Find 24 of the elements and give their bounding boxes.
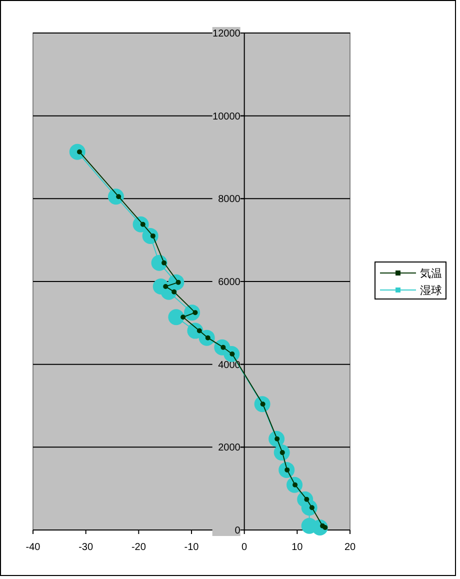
y-tick-label: 0: [234, 526, 241, 536]
point: [180, 314, 186, 320]
x-tick-label: -10: [184, 542, 200, 553]
x-tick-label: 0: [242, 542, 248, 553]
x-tick-label: 20: [344, 542, 356, 553]
y-tick-label: 10000: [212, 111, 241, 122]
point: [322, 525, 328, 530]
y-tick-label: 2000: [218, 442, 241, 454]
point: [172, 289, 177, 294]
point: [168, 309, 184, 326]
y-tick-label: 8000: [218, 194, 241, 206]
point: [162, 260, 167, 266]
x-tick-label: 10: [292, 542, 304, 553]
point: [192, 310, 198, 316]
x-tick-label: -40: [26, 542, 41, 553]
legend-label: 湿球: [420, 284, 442, 297]
x-tick-label: -30: [78, 542, 94, 553]
point: [196, 328, 202, 334]
y-tick-label: 12000: [212, 28, 241, 40]
y-tick-label: 6000: [218, 277, 241, 288]
legend-label: 気温: [420, 268, 442, 280]
point: [163, 284, 168, 289]
point: [116, 194, 122, 200]
x-tick-label: -20: [131, 542, 146, 553]
